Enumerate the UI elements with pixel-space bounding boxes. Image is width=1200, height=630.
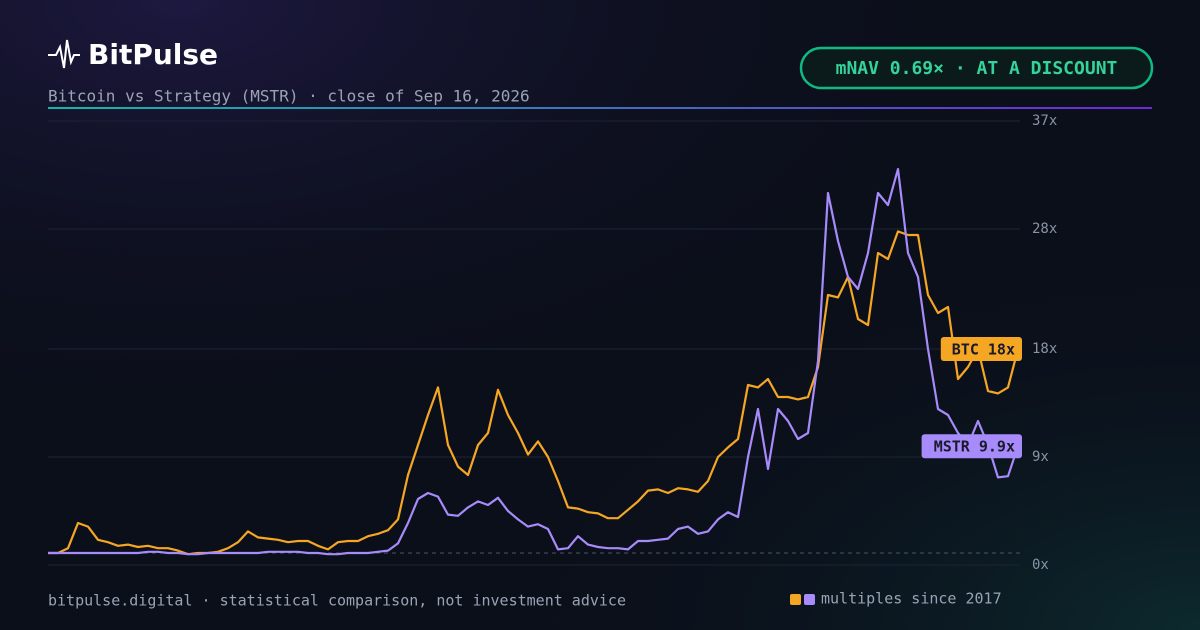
divider <box>48 107 1152 109</box>
series-line <box>48 167 1020 556</box>
y-tick-label: 18x <box>1032 341 1057 357</box>
legend-swatch <box>790 594 801 605</box>
legend-label: multiples since 2017 <box>821 590 1002 608</box>
badge-text: mNAV 0.69× · AT A DISCOUNT <box>836 58 1118 79</box>
end-label-box <box>940 337 1022 361</box>
badge <box>799 46 1154 90</box>
end-label: BTC 18x <box>952 341 1015 359</box>
legend-swatch <box>804 594 815 605</box>
brand-title: BitPulse <box>88 38 218 71</box>
subtitle: Bitcoin vs Strategy (MSTR) · close of Se… <box>48 87 530 106</box>
y-tick-label: 28x <box>1032 221 1057 237</box>
end-label: MSTR 9.9x <box>934 438 1015 456</box>
y-tick-label: 0x <box>1032 557 1049 573</box>
logo-icon <box>48 39 80 69</box>
footer: bitpulse.digital · statistical compariso… <box>48 592 626 610</box>
y-tick-label: 37x <box>1032 113 1057 129</box>
y-tick-label: 9x <box>1032 449 1049 465</box>
end-label-box <box>921 434 1022 459</box>
